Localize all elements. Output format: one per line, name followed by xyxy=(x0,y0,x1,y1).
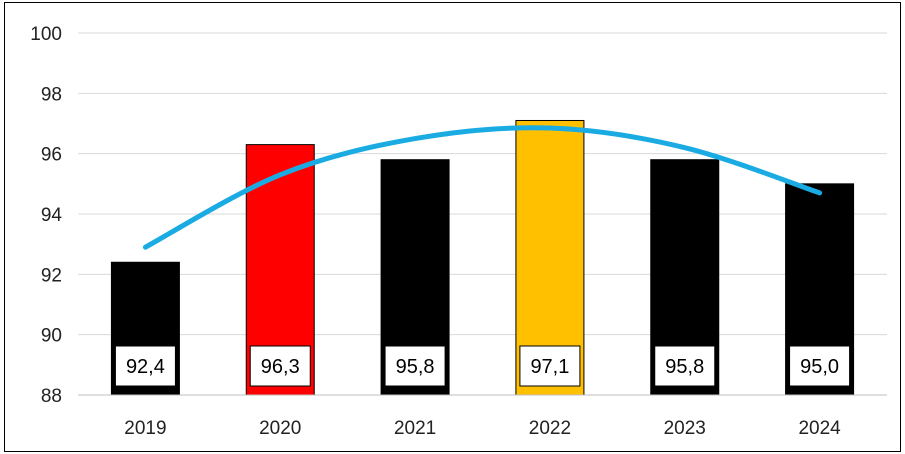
data-label: 92,4 xyxy=(126,356,165,378)
x-tick-label: 2019 xyxy=(124,418,166,439)
data-label-box xyxy=(519,345,581,387)
data-label-box xyxy=(789,345,851,387)
x-tick-label: 2024 xyxy=(798,418,841,439)
data-label-box xyxy=(249,345,311,387)
data-label: 97,1 xyxy=(530,356,569,378)
x-tick-label: 2020 xyxy=(259,418,301,439)
trendline xyxy=(142,125,823,250)
data-labels: 92,4 96,3 95,8 97,1 95,8 95,0 xyxy=(114,345,851,387)
y-tick-label: 88 xyxy=(41,386,62,407)
y-tick-label: 92 xyxy=(41,265,62,286)
data-label: 95,8 xyxy=(396,356,435,378)
trendline-curve xyxy=(142,125,823,250)
data-label-box xyxy=(654,345,716,387)
gridlines xyxy=(78,32,887,336)
y-tick-label: 98 xyxy=(41,84,62,105)
y-tick-label: 90 xyxy=(41,326,62,347)
y-axis: 88 90 92 94 96 98 100 xyxy=(30,24,62,407)
y-tick-label: 96 xyxy=(41,145,62,166)
y-tick-label: 94 xyxy=(41,205,63,226)
data-label: 95,8 xyxy=(665,356,704,378)
bars xyxy=(110,119,855,396)
data-label-box xyxy=(114,345,176,387)
x-tick-label: 2022 xyxy=(529,418,571,439)
data-label-box xyxy=(384,345,446,387)
data-label: 96,3 xyxy=(261,356,300,378)
x-axis: 2019 2020 2021 2022 2023 2024 xyxy=(78,394,887,439)
x-tick-label: 2021 xyxy=(394,418,436,439)
x-tick-label: 2023 xyxy=(664,418,706,439)
data-label: 95,0 xyxy=(800,356,839,378)
y-tick-label: 100 xyxy=(30,24,62,45)
